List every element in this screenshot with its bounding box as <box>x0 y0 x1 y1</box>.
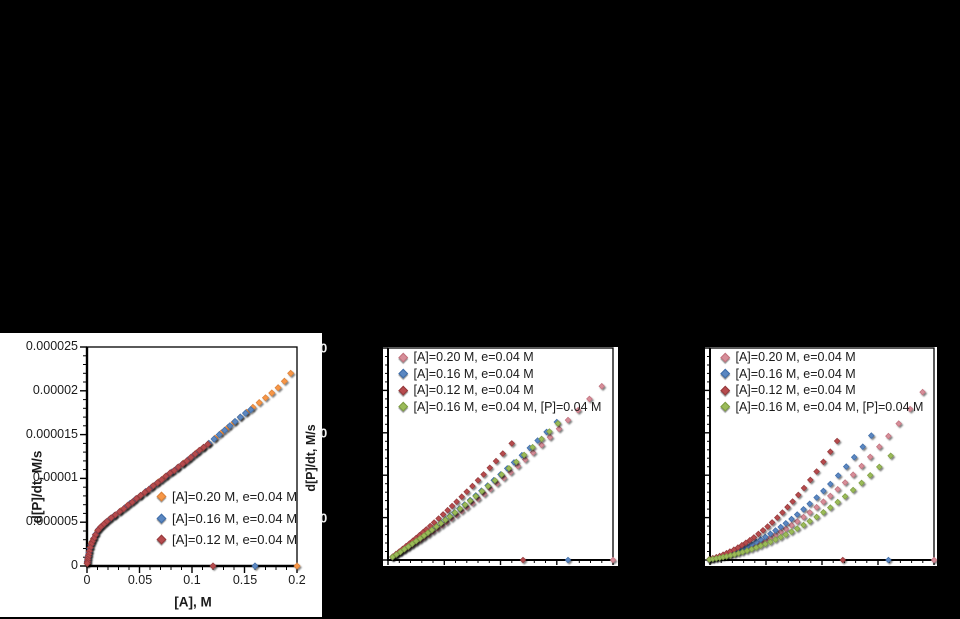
legend-item-label: [A]=0.16 M, e=0.04 M, [P]=0.04 M <box>735 399 924 414</box>
left-chart-y-axis-title: d[P]/dt, M/s <box>29 450 45 524</box>
legend-item-label: [A]=0.16 M, e=0.04 M <box>172 510 298 526</box>
legend-item-label: [A]=0.12 M, e=0.04 M <box>172 532 298 547</box>
legend-item: [A]=0.12 M, e=0.04 M <box>398 383 534 397</box>
y-axis-tick-label: 0.00001 <box>32 470 78 484</box>
legend-item-label: [A]=0.16 M, e=0.04 M <box>735 366 856 381</box>
legend-item: [A]=0.16 M, e=0.04 M, [P]=0.04 M <box>398 399 602 414</box>
legend-marker-icon <box>398 401 408 412</box>
legend-item-label: [A]=0.20 M, e=0.04 M <box>413 350 534 364</box>
legend-item: [A]=0.20 M, e=0.04 M <box>398 350 534 364</box>
legend-item: [A]=0.12 M, e=0.04 M <box>156 532 298 547</box>
legend-item: [A]=0.16 M, e=0.04 M, [P]=0.04 M <box>720 399 924 414</box>
y-axis-tick-label: 0.000005 <box>25 514 78 528</box>
x-axis-tick-label: 0.2 <box>288 573 306 587</box>
legend-marker-icon <box>398 368 408 379</box>
legend-item-label: [A]=0.12 M, e=0.04 M <box>735 383 856 397</box>
y-axis-tick-label: 0.000015 <box>25 427 78 441</box>
middle-chart-clipped-tick-label: 0 <box>320 510 328 526</box>
series-points-2-2 <box>706 437 847 564</box>
legend-marker-icon <box>156 534 167 545</box>
legend-marker-icon <box>398 352 408 362</box>
y-axis-tick-label: 0.00002 <box>32 383 78 397</box>
left-chart-x-axis-title: [A], M <box>174 594 212 610</box>
legend-item: [A]=0.12 M, e=0.04 M <box>720 383 856 397</box>
legend-item: [A]=0.16 M, e=0.04 M <box>720 366 856 381</box>
legend-item-label: [A]=0.16 M, e=0.04 M <box>413 366 534 381</box>
legend-item-label: [A]=0.20 M, e=0.04 M <box>172 489 298 504</box>
legend-item-label: [A]=0.16 M, e=0.04 M, [P]=0.04 M <box>413 399 602 414</box>
legend-item: [A]=0.16 M, e=0.04 M <box>156 510 298 526</box>
x-axis-tick-label: 0.1 <box>183 573 201 587</box>
legend-item-label: [A]=0.20 M, e=0.04 M <box>735 350 856 364</box>
legend-item: [A]=0.20 M, e=0.04 M <box>156 489 298 504</box>
x-axis-tick-label: 0.15 <box>232 573 258 587</box>
legend-item: [A]=0.16 M, e=0.04 M <box>398 366 534 381</box>
series-points-2-3 <box>706 452 894 563</box>
middle-chart-clipped-tick-label: 0 <box>320 340 328 356</box>
y-axis-tick-label: 0.000025 <box>25 339 78 353</box>
series-points-0-2 <box>83 440 217 570</box>
legend-marker-icon <box>398 385 408 395</box>
chart-panel-rate-vs-P-convex-fan <box>705 347 938 566</box>
x-axis-tick-label: 0.05 <box>127 573 153 587</box>
legend-marker-icon <box>720 352 730 362</box>
legend-marker-icon <box>720 385 730 395</box>
chart-panel-rate-vs-P-linear-fan <box>383 347 618 566</box>
legend-marker-icon <box>156 513 167 523</box>
middle-chart-clipped-tick-label: 0 <box>320 425 328 441</box>
x-axis-tick-label: 0 <box>83 573 91 587</box>
legend-item: [A]=0.20 M, e=0.04 M <box>720 350 856 364</box>
legend-item-label: [A]=0.12 M, e=0.04 M <box>413 383 534 397</box>
legend-marker-icon <box>156 491 167 502</box>
series-points-1-3 <box>389 420 562 561</box>
middle-chart-y-axis-title: d[P]/dt, M/s <box>304 424 318 492</box>
y-axis-tick-label: 0 <box>71 558 78 572</box>
legend-marker-icon <box>720 401 730 412</box>
chart-panel-rate-vs-A <box>0 333 322 617</box>
legend-marker-icon <box>720 368 730 379</box>
